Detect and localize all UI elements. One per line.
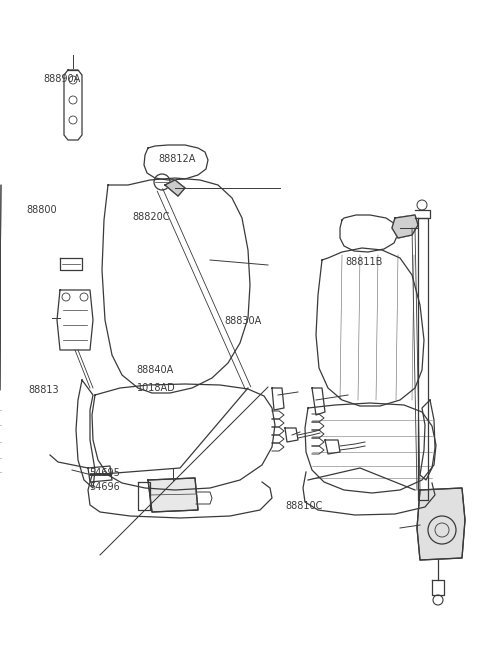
Text: 88800: 88800 <box>26 204 57 215</box>
Text: 88820C: 88820C <box>132 212 169 223</box>
Polygon shape <box>417 488 465 560</box>
Polygon shape <box>392 215 418 238</box>
Text: 88810C: 88810C <box>286 500 323 511</box>
Text: 88890A: 88890A <box>43 73 81 84</box>
Text: 88840A: 88840A <box>137 365 174 375</box>
Polygon shape <box>165 180 185 196</box>
Text: 54695: 54695 <box>89 468 120 478</box>
Text: 1018AD: 1018AD <box>137 383 176 393</box>
Text: 88811B: 88811B <box>346 257 383 267</box>
Text: 54696: 54696 <box>89 482 120 493</box>
Text: 88812A: 88812A <box>158 153 196 164</box>
Text: 88830A: 88830A <box>225 316 262 326</box>
Text: 88813: 88813 <box>29 384 60 395</box>
Polygon shape <box>148 478 198 512</box>
